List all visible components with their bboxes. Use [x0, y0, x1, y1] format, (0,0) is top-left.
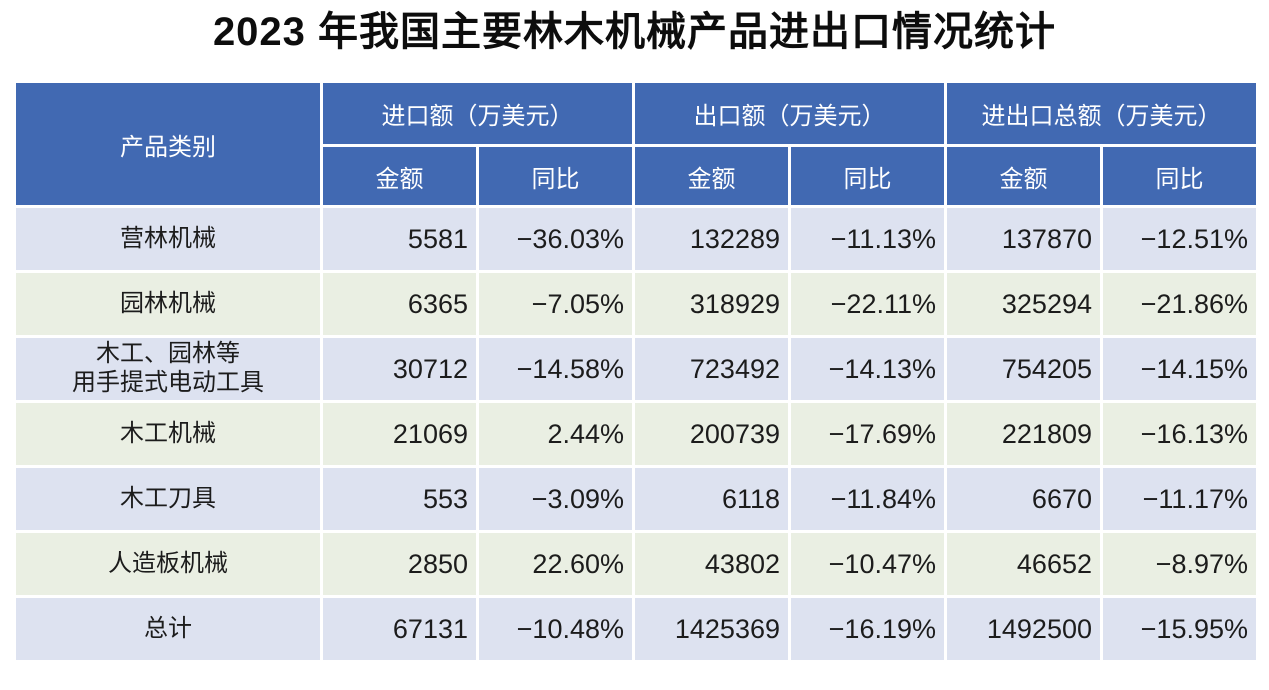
- export-yoy: −11.13%: [788, 205, 947, 273]
- export-yoy: −14.13%: [788, 335, 947, 403]
- export-yoy: −22.11%: [788, 270, 947, 338]
- total-value: 325294: [944, 270, 1103, 338]
- import-value: 67131: [320, 595, 479, 663]
- total-yoy: −8.97%: [1100, 530, 1259, 598]
- export-value: 6118: [632, 465, 791, 533]
- col-header-total-value: 金额: [944, 144, 1103, 208]
- import-yoy: −36.03%: [476, 205, 635, 273]
- export-value: 723492: [632, 335, 791, 403]
- col-group-import-amount: 进口额（万美元）: [320, 80, 635, 147]
- total-value: 1492500: [944, 595, 1103, 663]
- export-value: 132289: [632, 205, 791, 273]
- import-yoy: −10.48%: [476, 595, 635, 663]
- total-yoy: −21.86%: [1100, 270, 1259, 338]
- col-header-total-yoy: 同比: [1100, 144, 1259, 208]
- import-yoy: 2.44%: [476, 400, 635, 468]
- table-body: 营林机械 5581 −36.03% 132289 −11.13% 137870 …: [13, 205, 1259, 663]
- import-export-stats-table: 产品类别 进口额（万美元） 出口额（万美元） 进出口总额（万美元） 金额 同比 …: [13, 80, 1259, 663]
- import-value: 21069: [320, 400, 479, 468]
- col-header-export-yoy: 同比: [788, 144, 947, 208]
- total-yoy: −15.95%: [1100, 595, 1259, 663]
- product-name: 营林机械: [13, 205, 323, 273]
- import-yoy: −7.05%: [476, 270, 635, 338]
- export-value: 200739: [632, 400, 791, 468]
- export-value: 318929: [632, 270, 791, 338]
- export-yoy: −10.47%: [788, 530, 947, 598]
- total-value: 6670: [944, 465, 1103, 533]
- table-row: 木工、园林等 用手提式电动工具 30712 −14.58% 723492 −14…: [13, 335, 1259, 403]
- col-group-export-amount: 出口额（万美元）: [632, 80, 947, 147]
- import-value: 553: [320, 465, 479, 533]
- table-header: 产品类别 进口额（万美元） 出口额（万美元） 进出口总额（万美元） 金额 同比 …: [13, 80, 1259, 208]
- col-header-product-category: 产品类别: [13, 80, 323, 208]
- total-value: 137870: [944, 205, 1103, 273]
- import-value: 5581: [320, 205, 479, 273]
- header-sub-row: 金额 同比 金额 同比 金额 同比: [15, 144, 1259, 208]
- page-title: 2023 年我国主要林木机械产品进出口情况统计: [212, 10, 1057, 54]
- export-yoy: −16.19%: [788, 595, 947, 663]
- total-value: 46652: [944, 530, 1103, 598]
- export-value: 43802: [632, 530, 791, 598]
- import-yoy: 22.60%: [476, 530, 635, 598]
- table-row: 园林机械 6365 −7.05% 318929 −22.11% 325294 −…: [13, 270, 1259, 338]
- total-value: 221809: [944, 400, 1103, 468]
- import-value: 6365: [320, 270, 479, 338]
- export-yoy: −17.69%: [788, 400, 947, 468]
- product-name: 木工机械: [13, 400, 323, 468]
- product-name: 木工、园林等 用手提式电动工具: [13, 335, 323, 403]
- import-yoy: −14.58%: [476, 335, 635, 403]
- total-yoy: −16.13%: [1100, 400, 1259, 468]
- product-name: 园林机械: [13, 270, 323, 338]
- export-value: 1425369: [632, 595, 791, 663]
- product-name: 人造板机械: [13, 530, 323, 598]
- total-value: 754205: [944, 335, 1103, 403]
- table-row-total: 总计 67131 −10.48% 1425369 −16.19% 1492500…: [13, 595, 1259, 663]
- product-name: 木工刀具: [13, 465, 323, 533]
- import-value: 2850: [320, 530, 479, 598]
- table-row: 营林机械 5581 −36.03% 132289 −11.13% 137870 …: [13, 205, 1259, 273]
- import-yoy: −3.09%: [476, 465, 635, 533]
- product-name: 总计: [13, 595, 323, 663]
- header-group-row: 产品类别 进口额（万美元） 出口额（万美元） 进出口总额（万美元）: [13, 80, 1259, 208]
- export-yoy: −11.84%: [788, 465, 947, 533]
- total-yoy: −14.15%: [1100, 335, 1259, 403]
- table-row: 木工刀具 553 −3.09% 6118 −11.84% 6670 −11.17…: [13, 465, 1259, 533]
- col-header-import-value: 金额: [320, 144, 479, 208]
- total-yoy: −12.51%: [1100, 205, 1259, 273]
- table-row: 木工机械 21069 2.44% 200739 −17.69% 221809 −…: [13, 400, 1259, 468]
- total-yoy: −11.17%: [1100, 465, 1259, 533]
- col-group-total-amount: 进出口总额（万美元）: [944, 80, 1259, 147]
- table-row: 人造板机械 2850 22.60% 43802 −10.47% 46652 −8…: [13, 530, 1259, 598]
- col-header-import-yoy: 同比: [476, 144, 635, 208]
- col-header-export-value: 金额: [632, 144, 791, 208]
- import-value: 30712: [320, 335, 479, 403]
